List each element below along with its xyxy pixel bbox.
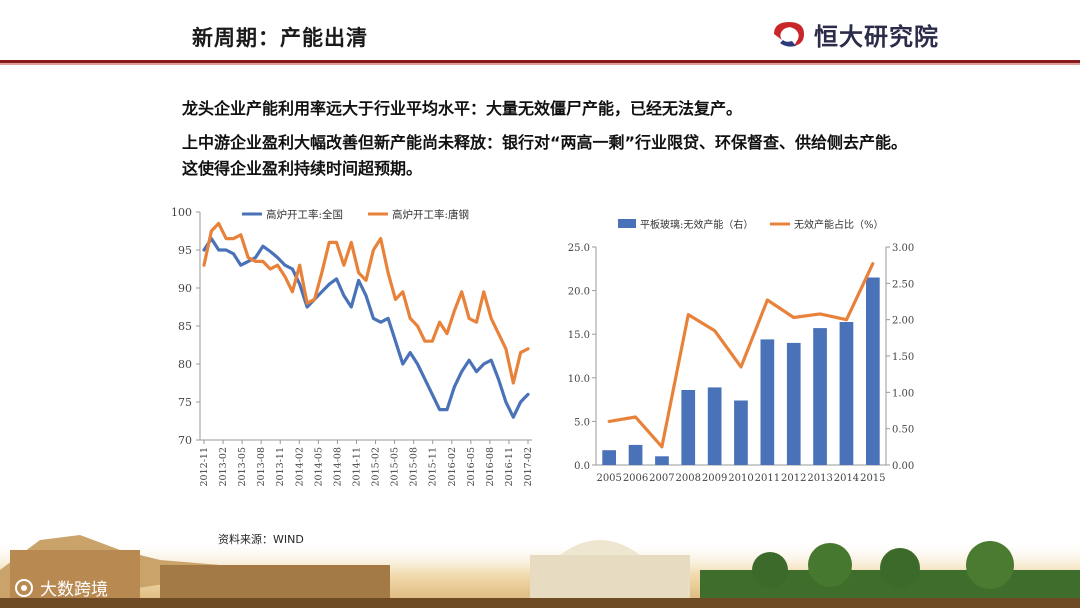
x-tick-label: 2015-02 [371,447,382,486]
legend-label-0: 高炉开工率:全国 [266,208,343,221]
x-tick-label: 2013 [807,473,832,484]
bar [707,387,722,465]
line-chart-blast-furnace: 70 75 80 85 90 95 100 2012-11 2013-02 2013-05 2013… [171,206,534,486]
x-tick-label: 2015-11 [428,447,439,486]
paragraph-1: 龙头企业产能利用率远大于行业平均水平：大量无效僵尸产能，已经无法复产。 [182,99,743,118]
y-tick-label: 75 [178,396,192,409]
bar [734,400,748,465]
y-tick-label: 95 [178,244,192,257]
right-tick-label: 0.50 [892,425,914,436]
brand-name: 恒大研究院 [814,22,939,51]
x-tick-label: 2014-05 [313,447,324,486]
y-tick-label: 80 [178,358,192,371]
header-rule-light [0,63,1080,65]
legend-swatch-bars [618,219,636,228]
bar [786,342,801,465]
right-tick-label: 3.00 [892,243,914,254]
left-tick-label: 20.0 [568,287,590,298]
bar [813,328,827,465]
bar [839,322,854,465]
x-tick-label: 2005 [596,473,621,484]
y-tick-label: 90 [178,282,192,295]
page-title: 新周期：产能出清 [192,26,368,50]
x-tick-label: 2008 [676,473,701,484]
bar [681,390,696,465]
x-tick-label: 2015-08 [409,447,420,486]
legend-label-1: 高炉开工率:唐钢 [392,208,469,221]
x-tick-label: 2016-02 [447,447,458,486]
series-line-ratio [607,262,875,449]
y-tick-label: 85 [178,320,192,333]
left-tick-label: 15.0 [568,330,590,341]
paragraph-2: 上中游企业盈利大幅改善但新产能尚未释放：银行对“两高一剩”行业限贷、环保督查、供… [182,133,908,178]
x-tick-label: 2014-02 [294,447,305,486]
x-tick-label: 2007 [649,473,674,484]
x-tick-label: 2013-05 [237,447,248,486]
x-tick-label: 2016-05 [466,447,477,486]
x-tick-label: 2015 [860,473,885,484]
right-tick-label: 2.50 [892,279,914,290]
legend-label-line: 无效产能占比（%） [794,218,884,231]
bar [760,339,775,465]
right-tick-label: 1.50 [892,352,914,363]
x-tick-label: 2017-02 [523,447,534,486]
x-tick-label: 2016-08 [485,447,496,486]
watermark-text: 大数跨境 [40,580,108,600]
watermark-logo-icon [15,578,33,597]
combo-chart-glass-capacity: 0.0 5.0 10.0 15.0 20.0 25.0 0.00 0.50 1.00 1.50 2.… [568,218,915,484]
left-tick-label: 10.0 [568,374,590,385]
right-tick-label: 2.00 [892,316,914,327]
legend-label-bars: 平板玻璃:无效产能（右） [640,218,753,231]
x-tick-label: 2006 [623,473,648,484]
header: 新周期：产能出清 恒大研究院 [0,0,1080,64]
x-tick-label: 2013-11 [275,447,286,486]
left-tick-label: 25.0 [568,243,590,254]
x-tick-label: 2015-05 [390,447,401,486]
footer-watermark: 大数跨境 [14,575,108,600]
x-tick-label: 2013-02 [218,447,229,486]
x-tick-label: 2014-08 [332,447,343,486]
x-tick-label: 2009 [702,473,727,484]
bar [655,456,669,465]
right-tick-label: 1.00 [892,388,914,399]
x-tick-label: 2013-08 [256,447,267,486]
brand-logo-icon [774,22,804,47]
x-tick-label: 2010 [728,473,753,484]
y-tick-label: 70 [178,434,192,447]
brand: 恒大研究院 [770,17,939,51]
right-tick-label: 0.00 [892,461,914,472]
header-rule [0,60,1080,63]
bar [866,277,880,465]
left-tick-label: 0.0 [574,461,590,472]
x-tick-label: 2012-11 [199,447,210,486]
x-tick-label: 2011 [755,473,780,484]
left-tick-label: 5.0 [574,417,590,428]
x-tick-label: 2016-11 [504,447,515,486]
series-line-1 [202,221,530,385]
bar [628,444,643,465]
x-tick-label: 2014-11 [351,447,362,486]
footer-landscape [0,535,1080,608]
x-tick-label: 2012 [781,473,806,484]
x-tick-label: 2014 [834,473,859,484]
bar [602,450,616,465]
series-line-0 [202,236,530,419]
y-tick-label: 100 [171,206,192,219]
